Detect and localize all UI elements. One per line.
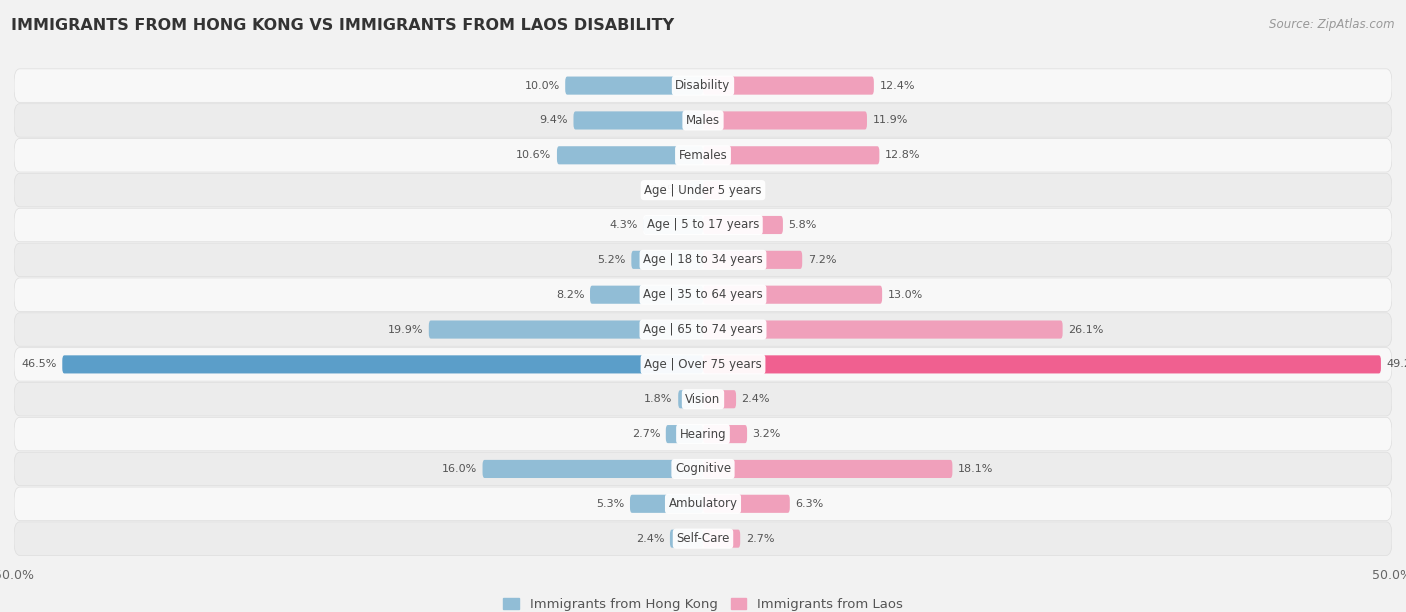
Text: 13.0%: 13.0% [887,289,922,300]
FancyBboxPatch shape [644,216,703,234]
FancyBboxPatch shape [703,181,721,199]
Text: 7.2%: 7.2% [807,255,837,265]
FancyBboxPatch shape [666,425,703,443]
FancyBboxPatch shape [429,321,703,338]
Text: Ambulatory: Ambulatory [668,498,738,510]
Text: 4.3%: 4.3% [610,220,638,230]
FancyBboxPatch shape [703,390,737,408]
Text: 0.95%: 0.95% [650,185,685,195]
FancyBboxPatch shape [14,522,1392,555]
Text: Hearing: Hearing [679,428,727,441]
Text: 12.4%: 12.4% [879,81,915,91]
Text: 5.3%: 5.3% [596,499,624,509]
FancyBboxPatch shape [703,111,868,130]
Text: Age | 18 to 34 years: Age | 18 to 34 years [643,253,763,266]
FancyBboxPatch shape [14,348,1392,381]
Text: 16.0%: 16.0% [441,464,477,474]
FancyBboxPatch shape [14,278,1392,312]
FancyBboxPatch shape [703,286,882,304]
Text: Age | 5 to 17 years: Age | 5 to 17 years [647,218,759,231]
FancyBboxPatch shape [690,181,703,199]
Text: 10.6%: 10.6% [516,151,551,160]
FancyBboxPatch shape [669,529,703,548]
Text: 10.0%: 10.0% [524,81,560,91]
Text: 19.9%: 19.9% [388,324,423,335]
FancyBboxPatch shape [703,425,747,443]
FancyBboxPatch shape [591,286,703,304]
FancyBboxPatch shape [703,356,1381,373]
Text: 49.2%: 49.2% [1386,359,1406,370]
Text: Age | 65 to 74 years: Age | 65 to 74 years [643,323,763,336]
Text: Age | 35 to 64 years: Age | 35 to 64 years [643,288,763,301]
Text: Females: Females [679,149,727,162]
FancyBboxPatch shape [14,487,1392,521]
Text: 8.2%: 8.2% [555,289,585,300]
Text: 1.3%: 1.3% [727,185,755,195]
Text: 2.7%: 2.7% [631,429,661,439]
FancyBboxPatch shape [703,216,783,234]
FancyBboxPatch shape [630,494,703,513]
Text: 6.3%: 6.3% [796,499,824,509]
Text: Vision: Vision [685,393,721,406]
Text: 1.8%: 1.8% [644,394,672,405]
FancyBboxPatch shape [14,208,1392,242]
Text: 46.5%: 46.5% [21,359,56,370]
FancyBboxPatch shape [703,529,740,548]
FancyBboxPatch shape [703,146,879,165]
FancyBboxPatch shape [62,356,703,373]
Text: 12.8%: 12.8% [884,151,921,160]
Text: 2.4%: 2.4% [741,394,770,405]
FancyBboxPatch shape [14,103,1392,137]
FancyBboxPatch shape [482,460,703,478]
FancyBboxPatch shape [574,111,703,130]
Text: 9.4%: 9.4% [540,116,568,125]
FancyBboxPatch shape [703,321,1063,338]
FancyBboxPatch shape [14,138,1392,172]
Text: 5.2%: 5.2% [598,255,626,265]
Text: Cognitive: Cognitive [675,463,731,476]
FancyBboxPatch shape [703,494,790,513]
FancyBboxPatch shape [703,251,803,269]
Text: 26.1%: 26.1% [1069,324,1104,335]
FancyBboxPatch shape [14,382,1392,416]
FancyBboxPatch shape [557,146,703,165]
Text: 5.8%: 5.8% [789,220,817,230]
Text: Self-Care: Self-Care [676,532,730,545]
FancyBboxPatch shape [14,417,1392,451]
Text: 2.4%: 2.4% [636,534,665,543]
Legend: Immigrants from Hong Kong, Immigrants from Laos: Immigrants from Hong Kong, Immigrants fr… [498,593,908,612]
FancyBboxPatch shape [678,390,703,408]
FancyBboxPatch shape [14,452,1392,486]
FancyBboxPatch shape [14,173,1392,207]
FancyBboxPatch shape [703,460,952,478]
FancyBboxPatch shape [14,243,1392,277]
Text: Age | Under 5 years: Age | Under 5 years [644,184,762,196]
Text: 3.2%: 3.2% [752,429,780,439]
Text: Age | Over 75 years: Age | Over 75 years [644,358,762,371]
FancyBboxPatch shape [565,76,703,95]
Text: 2.7%: 2.7% [745,534,775,543]
Text: Source: ZipAtlas.com: Source: ZipAtlas.com [1270,18,1395,31]
FancyBboxPatch shape [14,69,1392,102]
Text: Disability: Disability [675,79,731,92]
Text: IMMIGRANTS FROM HONG KONG VS IMMIGRANTS FROM LAOS DISABILITY: IMMIGRANTS FROM HONG KONG VS IMMIGRANTS … [11,18,675,34]
FancyBboxPatch shape [14,313,1392,346]
FancyBboxPatch shape [631,251,703,269]
Text: Males: Males [686,114,720,127]
Text: 11.9%: 11.9% [873,116,908,125]
Text: 18.1%: 18.1% [957,464,993,474]
FancyBboxPatch shape [703,76,875,95]
